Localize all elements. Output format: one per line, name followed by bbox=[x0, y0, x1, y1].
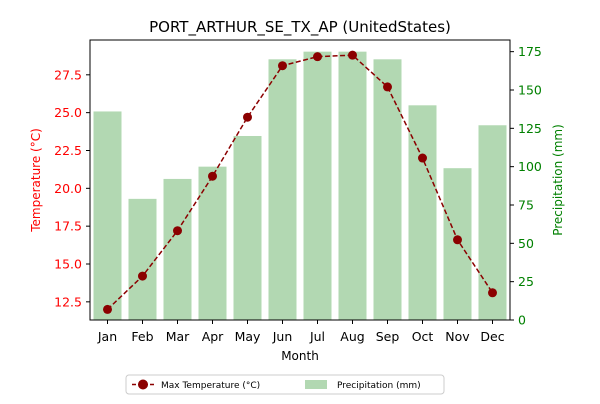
y-right-tick-label: 50 bbox=[518, 236, 534, 251]
temperature-point-dec bbox=[488, 288, 497, 298]
y-left-tick-label: 27.5 bbox=[54, 67, 82, 82]
legend-bar-swatch bbox=[305, 380, 327, 389]
x-tick-label: Mar bbox=[166, 329, 190, 344]
x-tick-label: May bbox=[235, 329, 261, 344]
y-axis-right-label: Precipitation (mm) bbox=[551, 124, 565, 236]
precip-bar-jun bbox=[268, 59, 297, 320]
temperature-line bbox=[106, 54, 494, 310]
y-left-tick-label: 15.0 bbox=[54, 257, 82, 272]
temperature-point-jul bbox=[313, 52, 322, 62]
precip-bar-mar bbox=[163, 178, 192, 320]
precip-bar-jan bbox=[93, 111, 122, 321]
y-axis-left-label: Temperature (°C) bbox=[29, 128, 43, 233]
chart-title: PORT_ARTHUR_SE_TX_AP (UnitedStates) bbox=[149, 18, 451, 37]
temperature-point-nov bbox=[453, 235, 462, 245]
y-axis-right: 0 25 50 75 100 125 150 175 bbox=[510, 44, 542, 328]
bars-layer bbox=[93, 51, 507, 321]
temperature-point-aug bbox=[348, 50, 357, 60]
legend-marker-swatch bbox=[138, 379, 148, 390]
legend: Max Temperature (°C) Precipitation (mm) bbox=[125, 374, 445, 395]
precip-bar-oct bbox=[408, 105, 437, 320]
y-left-tick-label: 20.0 bbox=[54, 181, 82, 196]
y-right-tick-label: 125 bbox=[518, 121, 542, 136]
temperature-point-apr bbox=[208, 171, 217, 181]
x-tick-label: Jan bbox=[97, 329, 117, 344]
x-tick-label: Nov bbox=[445, 329, 470, 344]
x-tick-label: Sep bbox=[376, 329, 400, 344]
x-tick-label: Apr bbox=[202, 329, 224, 344]
line-layer bbox=[103, 50, 497, 314]
y-right-tick-label: 0 bbox=[518, 313, 526, 328]
temperature-point-oct bbox=[418, 153, 427, 163]
precip-bar-feb bbox=[128, 198, 157, 320]
y-right-tick-label: 75 bbox=[518, 197, 534, 212]
y-right-tick-label: 175 bbox=[518, 44, 542, 59]
x-tick-label: Feb bbox=[131, 329, 153, 344]
x-tick-label: Jun bbox=[272, 329, 293, 344]
x-tick-label: Oct bbox=[412, 329, 434, 344]
precip-bar-sep bbox=[373, 59, 402, 320]
precip-bar-jul bbox=[303, 51, 332, 320]
plot-frame bbox=[89, 39, 511, 321]
y-right-tick-label: 150 bbox=[518, 82, 542, 97]
y-left-tick-label: 12.5 bbox=[54, 294, 82, 309]
x-tick-label: Dec bbox=[480, 329, 504, 344]
legend-label-temperature: Max Temperature (°C) bbox=[161, 381, 260, 391]
y-left-tick-label: 22.5 bbox=[54, 143, 82, 158]
legend-box bbox=[125, 374, 445, 395]
x-axis-label: Month bbox=[281, 349, 319, 363]
y-right-tick-label: 25 bbox=[518, 274, 534, 289]
precip-bar-aug bbox=[338, 51, 367, 320]
y-left-tick-label: 17.5 bbox=[54, 219, 82, 234]
legend-label-precipitation: Precipitation (mm) bbox=[337, 381, 421, 391]
y-left-tick-label: 25.0 bbox=[54, 105, 82, 120]
temperature-point-may bbox=[243, 112, 252, 122]
precip-bar-dec bbox=[478, 125, 507, 321]
temperature-point-jan bbox=[103, 304, 112, 314]
temperature-point-feb bbox=[138, 271, 147, 281]
temperature-point-mar bbox=[173, 226, 182, 236]
y-axis-left: 12.5 15.0 17.5 20.0 22.5 25.0 27.5 bbox=[54, 67, 90, 309]
x-tick-label: Jul bbox=[309, 329, 325, 344]
precip-bar-apr bbox=[198, 166, 227, 320]
temperature-point-sep bbox=[383, 82, 392, 92]
temperature-point-jun bbox=[278, 61, 287, 71]
precip-bar-may bbox=[233, 135, 262, 320]
x-tick-label: Aug bbox=[340, 329, 364, 344]
x-axis: Jan Feb Mar Apr May Jun Jul Aug Sep Oct Nov Dec bbox=[97, 320, 505, 344]
y-right-tick-label: 100 bbox=[518, 159, 542, 174]
